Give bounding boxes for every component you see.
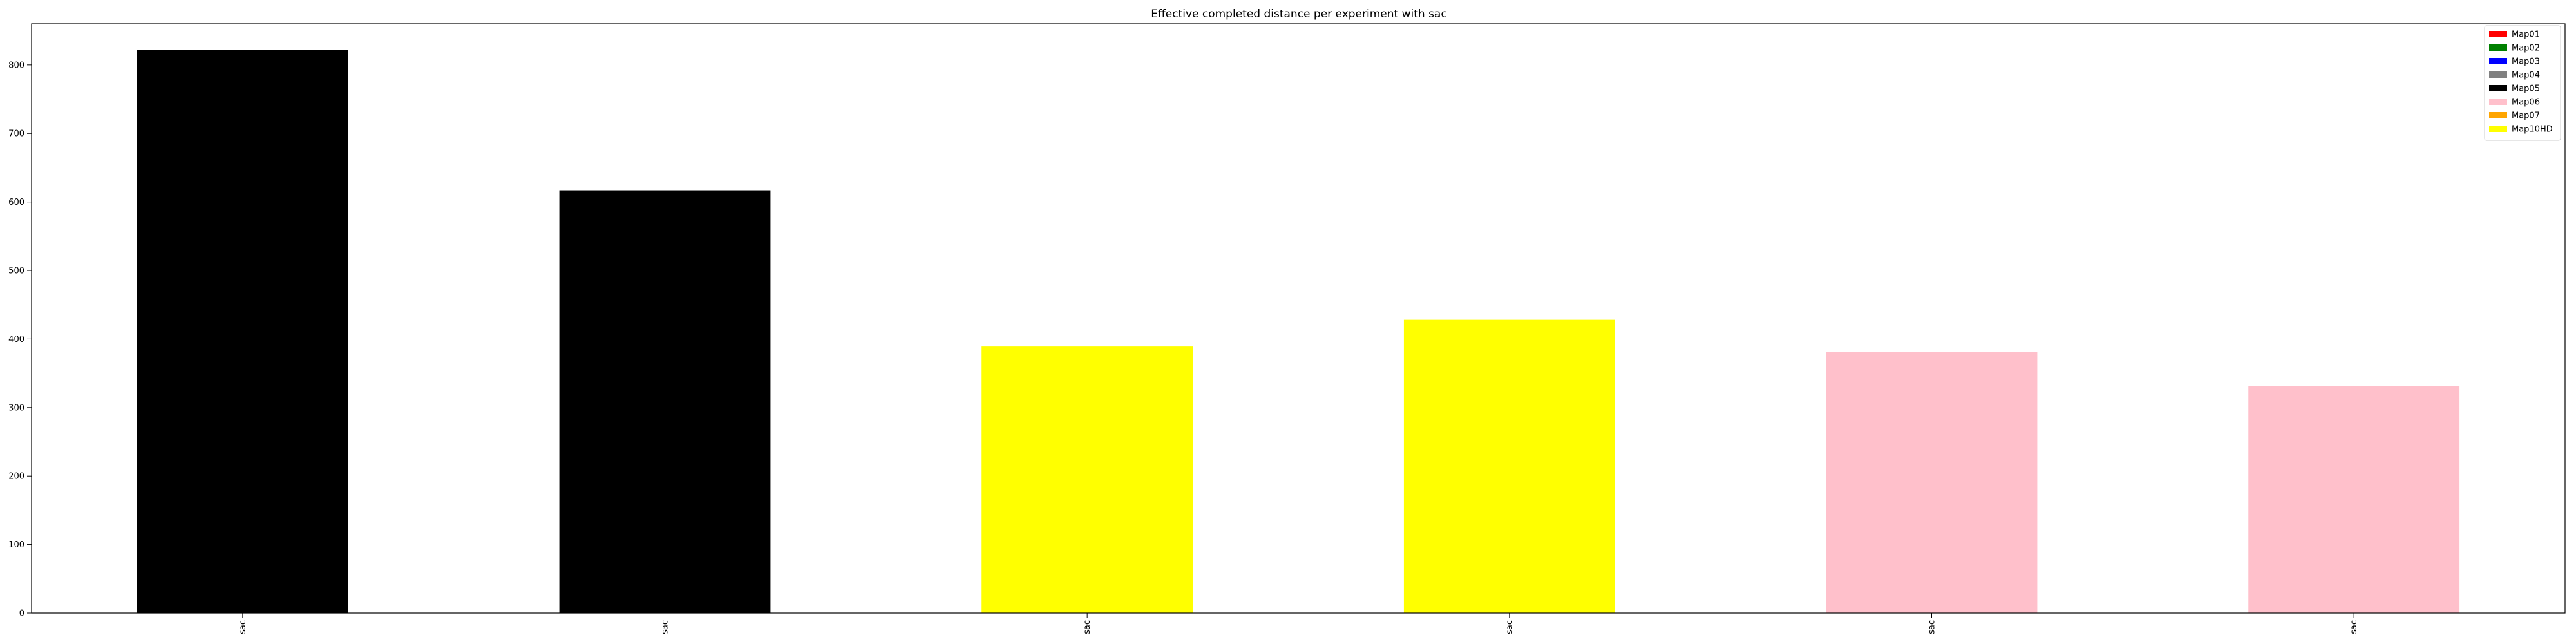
y-tick-label: 200 — [8, 472, 24, 482]
bars — [137, 50, 2460, 613]
legend-swatch — [2489, 31, 2507, 37]
legend-swatch — [2489, 58, 2507, 64]
legend-label: Map06 — [2512, 98, 2540, 108]
legend-label: Map01 — [2512, 30, 2540, 40]
legend-label: Map10HD — [2512, 125, 2553, 135]
y-tick-label: 700 — [8, 129, 24, 139]
legend-swatch — [2489, 71, 2507, 78]
bar-6 — [2248, 386, 2460, 613]
bar-3 — [981, 346, 1193, 613]
y-tick-label: 100 — [8, 540, 24, 550]
y-tick-label: 800 — [8, 61, 24, 70]
y-tick-label: 600 — [8, 198, 24, 207]
y-tick-label: 500 — [8, 267, 24, 276]
plot-area-frame — [31, 23, 2566, 614]
x-tick-label: sac — [1505, 620, 1515, 634]
legend-label: Map07 — [2512, 111, 2540, 121]
x-tick-label: sac — [1927, 620, 1937, 634]
x-tick-label: sac — [1083, 620, 1092, 634]
legend: Map01 Map02 Map03 Map04 Map05 Map06 Map07 Map10… — [2484, 25, 2561, 141]
y-tick-label: 0 — [19, 609, 24, 619]
legend-swatch — [2489, 85, 2507, 91]
legend-label: Map05 — [2512, 84, 2540, 94]
x-tick-label: sac — [238, 620, 248, 634]
y-tick-label: 300 — [8, 403, 24, 413]
x-tick-label: sac — [2349, 620, 2359, 634]
x-axis: sac sac sac sac sac sac — [238, 613, 2359, 634]
bar-2 — [559, 190, 771, 613]
legend-label: Map02 — [2512, 44, 2540, 53]
bar-5 — [1826, 352, 2038, 613]
y-axis: 0 100 200 300 400 500 600 700 800 — [8, 61, 32, 619]
legend-box — [2484, 25, 2561, 141]
legend-swatch — [2489, 112, 2507, 118]
chart-title: Effective completed distance per experim… — [1151, 8, 1446, 21]
bar-1 — [137, 50, 348, 613]
legend-swatch — [2489, 126, 2507, 132]
legend-swatch — [2489, 44, 2507, 51]
x-tick-label: sac — [661, 620, 670, 634]
legend-label: Map03 — [2512, 57, 2540, 67]
legend-label: Map04 — [2512, 71, 2540, 80]
bar-4 — [1403, 319, 1615, 613]
legend-swatch — [2489, 99, 2507, 105]
y-tick-label: 400 — [8, 335, 24, 345]
